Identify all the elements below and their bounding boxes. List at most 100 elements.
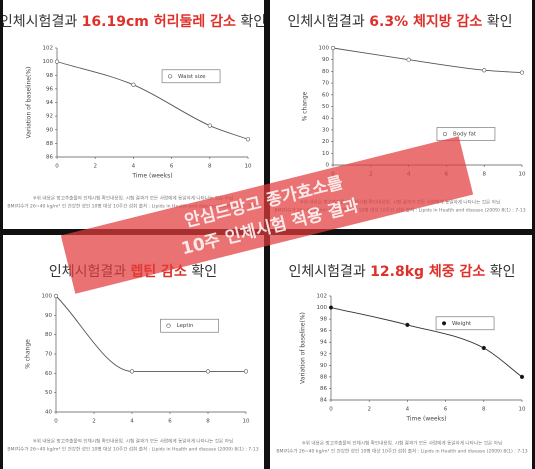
- x-tick-label: 10: [519, 172, 526, 178]
- y-tick-label: 10: [322, 151, 329, 157]
- y-tick-label: 50: [45, 390, 52, 396]
- title-highlight: 6.3% 체지방 감소: [369, 13, 482, 30]
- data-point: [54, 59, 60, 64]
- x-tick-label: 8: [208, 164, 212, 170]
- y-axis-title: % change: [302, 91, 309, 121]
- y-tick-label: 102: [317, 294, 328, 300]
- legend-box: [435, 316, 495, 331]
- y-tick-label: 86: [320, 386, 327, 392]
- y-axis-title: Variation of baseline(%): [300, 312, 307, 384]
- x-axis-title: Time (weeks): [131, 173, 172, 180]
- x-tick-label: 4: [132, 164, 136, 170]
- data-point: [205, 369, 211, 374]
- x-tick-label: 6: [168, 419, 172, 425]
- data-point: [53, 293, 59, 299]
- chart-title: 인체시험결과 12.8kg 체중 감소 확인: [288, 263, 515, 280]
- x-tick-label: 10: [243, 419, 250, 425]
- legend-marker: [167, 74, 173, 79]
- y-tick-label: 0: [326, 163, 330, 169]
- data-point: [243, 369, 249, 374]
- legend-box: [161, 69, 221, 84]
- y-tick-label: 60: [322, 92, 329, 98]
- y-tick-label: 102: [43, 46, 54, 52]
- title-suffix: 확인: [487, 14, 513, 30]
- x-tick-label: 2: [93, 164, 97, 170]
- footnote: ※위 내용은 망고추출물의 인체시험 확인내용임. 시험 결과가 모든 사람에게…: [33, 438, 233, 445]
- data-point: [406, 57, 411, 62]
- y-axis-title: Variation of baseline(%): [26, 67, 33, 139]
- legend-label: Waist size: [178, 74, 206, 80]
- y-tick-label: 88: [46, 141, 53, 147]
- data-point: [207, 123, 212, 128]
- x-tick-label: 8: [482, 407, 486, 413]
- y-tick-label: 100: [43, 59, 54, 65]
- y-tick-label: 60: [45, 371, 52, 377]
- title: 인체시험결과: [288, 264, 365, 280]
- data-point: [330, 45, 336, 51]
- y-tick-label: 88: [320, 374, 327, 380]
- data-point: [328, 305, 334, 310]
- y-tick-label: 90: [45, 313, 52, 319]
- chart-panel: 인체시험결과 16.19cm 허리둘레 감소 확인868890929496981…: [0, 13, 266, 210]
- x-tick-label: 0: [54, 419, 58, 425]
- data-line: [330, 307, 523, 378]
- data-point: [129, 369, 135, 374]
- y-tick-label: 98: [46, 73, 53, 79]
- y-tick-label: 94: [320, 340, 327, 346]
- y-axis-title: % change: [25, 339, 32, 369]
- y-tick-label: 40: [322, 116, 329, 122]
- x-tick-label: 4: [406, 407, 410, 413]
- data-line: [332, 47, 523, 74]
- y-tick-label: 98: [320, 317, 327, 323]
- watermark-band: [60, 136, 474, 294]
- title-suffix: 확인: [240, 14, 266, 30]
- y-tick-label: 100: [317, 305, 328, 311]
- data-point: [482, 68, 487, 73]
- legend-marker: [441, 321, 447, 326]
- x-tick-label: 8: [206, 419, 210, 425]
- title: 인체시험결과: [288, 14, 365, 30]
- x-tick-label: 4: [130, 419, 134, 425]
- y-tick-label: 90: [46, 127, 53, 133]
- y-tick-label: 30: [322, 127, 329, 133]
- legend-marker: [442, 131, 448, 137]
- x-tick-label: 0: [329, 407, 333, 413]
- y-tick-label: 80: [45, 332, 52, 338]
- y-tick-label: 70: [45, 352, 52, 358]
- y-tick-label: 96: [46, 86, 53, 92]
- x-tick-label: 2: [92, 419, 96, 425]
- legend-marker: [166, 323, 171, 328]
- chart-panel: 인체시험결과 12.8kg 체중 감소 확인848688909294969810…: [276, 263, 527, 455]
- y-tick-label: 40: [45, 410, 52, 416]
- y-tick-label: 50: [322, 104, 329, 110]
- legend-label: Leptin: [177, 323, 195, 329]
- y-tick-label: 100: [42, 294, 53, 300]
- y-tick-label: 86: [46, 155, 53, 161]
- data-point: [405, 322, 410, 327]
- y-tick-label: 80: [322, 69, 329, 75]
- y-tick-label: 100: [319, 46, 330, 52]
- x-tick-label: 8: [482, 172, 486, 178]
- x-axis-title: Time (weeks): [405, 416, 446, 423]
- data-point: [481, 345, 486, 351]
- footnote: BMI지수가 26~40 kg/m² 인 건강한 성인 10명 대상 10주간 …: [276, 448, 527, 455]
- y-tick-label: 90: [320, 363, 327, 369]
- x-tick-label: 10: [519, 407, 526, 413]
- legend-box: [160, 318, 219, 333]
- y-tick-label: 92: [320, 351, 327, 357]
- y-tick-label: 84: [320, 398, 327, 404]
- data-point: [131, 82, 136, 87]
- y-tick-label: 90: [322, 57, 329, 63]
- y-tick-label: 70: [322, 81, 329, 87]
- title: 인체시험결과: [0, 14, 77, 30]
- x-tick-label: 6: [444, 407, 448, 413]
- data-line: [55, 295, 246, 372]
- title-highlight: 12.8kg 체중 감소: [370, 263, 485, 280]
- title-highlight: 16.19cm 허리둘레 감소: [82, 13, 236, 30]
- footnote: ※위 내용은 망고추출물의 인체시험 확인내용임. 시험 결과가 모든 사람에게…: [302, 440, 502, 447]
- data-line: [56, 61, 249, 140]
- title-suffix: 확인: [191, 264, 217, 280]
- title-suffix: 확인: [490, 264, 516, 280]
- footnote: BMI지수가 26~40 kg/m² 인 건강한 성인 10명 대상 10주간 …: [7, 203, 258, 210]
